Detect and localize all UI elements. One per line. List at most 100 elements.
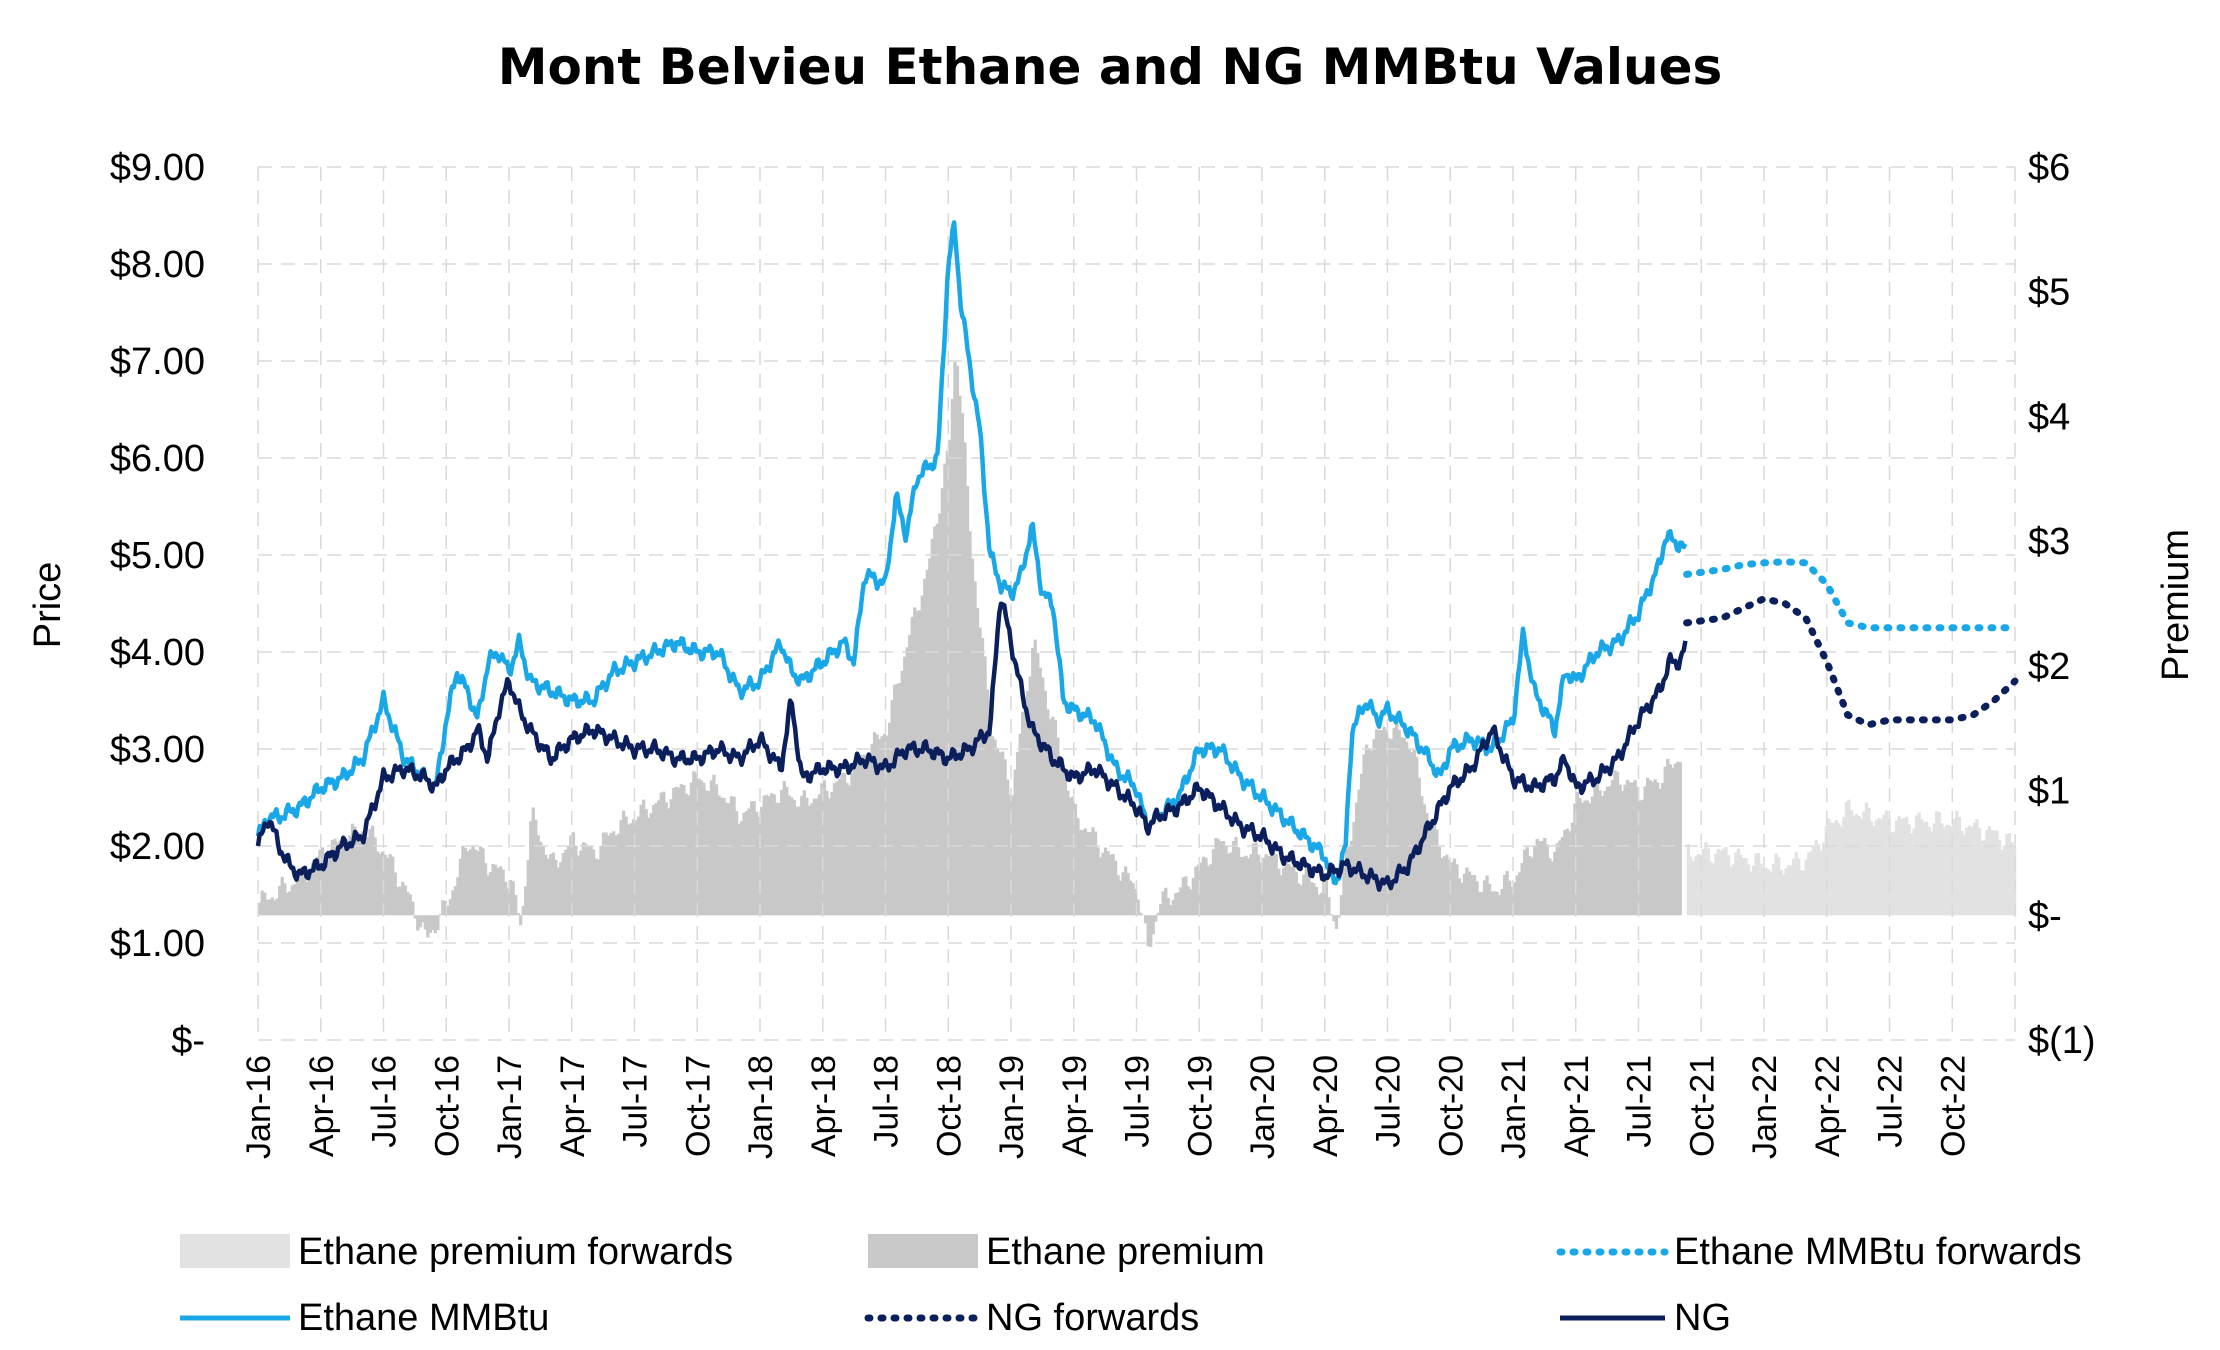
premium-bar — [1545, 844, 1549, 916]
premium-forward-bar — [1894, 820, 1899, 916]
premium-bar — [1016, 751, 1020, 916]
x-tick-label: Apr-19 — [1056, 1055, 1094, 1157]
premium-bar — [679, 784, 683, 916]
premium-bar — [1392, 727, 1396, 916]
premium-forward-bar — [1819, 850, 1823, 916]
premium-forward-bar — [1980, 840, 1984, 916]
premium-bar — [569, 835, 573, 916]
premium-bar — [1440, 858, 1444, 916]
premium-bar — [461, 845, 465, 916]
premium-bar — [1317, 894, 1321, 916]
premium-bar — [1174, 893, 1178, 916]
premium-bar — [1108, 854, 1113, 916]
premium-bar — [754, 811, 759, 916]
premium-bar — [890, 700, 894, 916]
premium-forward-bar — [1940, 823, 1944, 916]
premium-bar — [1053, 720, 1057, 916]
premium-bar — [368, 829, 372, 916]
ng-line — [255, 601, 1688, 892]
premium-bar — [1093, 831, 1098, 916]
premium-bar — [1643, 786, 1647, 916]
premium-forward-bar — [1987, 826, 1992, 916]
premium-bar — [822, 780, 827, 916]
x-tick-label: Jul-21 — [1621, 1055, 1659, 1148]
premium-bar — [702, 782, 706, 916]
premium-forward-bar — [1706, 848, 1710, 916]
premium-bar — [516, 912, 520, 916]
premium-bar — [1096, 847, 1100, 916]
premium-bar — [609, 833, 613, 916]
premium-bar — [732, 796, 736, 916]
premium-bar — [441, 900, 445, 916]
x-tick-label: Jul-17 — [617, 1055, 655, 1148]
premium-bar — [526, 860, 530, 916]
premium-bar — [310, 863, 315, 916]
y-tick-labels: $9.00 $8.00 $7.00 $6.00 $5.00 $4.00 $3.00 $2.00… — [110, 147, 205, 1062]
premium-bar — [514, 895, 518, 916]
premium-bar — [815, 798, 819, 916]
premium-bar — [960, 413, 965, 916]
premium-bar — [1139, 912, 1143, 916]
premium-bar — [729, 796, 734, 916]
premium-bar — [963, 442, 967, 916]
premium-forward-bar — [1922, 822, 1926, 916]
premium-forward-bar — [1709, 861, 1713, 916]
premium-bar — [391, 856, 395, 916]
premium-bar — [1442, 856, 1447, 916]
premium-bar — [1515, 875, 1519, 916]
premium-bar — [1033, 639, 1037, 916]
premium-bar — [724, 802, 729, 916]
premium-bar — [305, 881, 309, 916]
premium-bar — [1259, 862, 1263, 916]
premium-bar — [398, 886, 402, 916]
premium-bar — [1199, 862, 1203, 916]
premium-forward-bar — [1967, 825, 1972, 916]
premium-bar — [995, 747, 1000, 916]
premium-bar — [308, 875, 312, 916]
premium-forward-bar — [1857, 816, 1861, 916]
premium-bar — [1477, 892, 1482, 916]
premium-bar — [353, 826, 357, 916]
premium-bar — [370, 825, 375, 916]
premium-forward-bar — [2005, 833, 2009, 916]
premium-bar — [1023, 697, 1027, 916]
premium-bar — [358, 833, 362, 916]
premium-forward-bar — [1769, 871, 1773, 916]
premium-bar — [674, 786, 678, 916]
premium-bar — [270, 897, 274, 916]
premium-forward-bar — [1935, 811, 1939, 916]
premium-bar — [1086, 832, 1090, 916]
premium-bar — [1543, 838, 1547, 916]
premium-bar — [1244, 855, 1248, 916]
premium-bar — [433, 915, 438, 934]
premium-forward-bar — [1719, 850, 1723, 916]
premium-bar — [1603, 790, 1607, 916]
legend-swatch-premium — [868, 1234, 978, 1268]
premium-forward-bar — [1696, 854, 1700, 916]
premium-bar — [807, 805, 811, 916]
premium-bar — [1201, 856, 1206, 916]
premium-bar — [827, 798, 832, 916]
premium-bar — [785, 786, 789, 916]
premium-bar — [905, 647, 909, 916]
premium-bar — [1480, 892, 1484, 916]
premium-bar — [1678, 762, 1682, 916]
premium-bar — [313, 858, 317, 916]
premium-bar — [1550, 861, 1554, 916]
premium-bar — [1425, 812, 1429, 916]
premium-bar — [1211, 849, 1216, 916]
premium-bar — [1229, 852, 1233, 916]
premium-bar — [704, 790, 709, 916]
premium-bar — [734, 811, 739, 916]
premium-bar — [978, 627, 982, 916]
premium-bar — [1011, 795, 1015, 916]
y-axis-label: Price — [27, 562, 69, 649]
premium-bar — [1623, 784, 1627, 916]
premium-bar — [1149, 915, 1153, 947]
premium-bar — [1638, 800, 1642, 916]
premium-bar — [293, 884, 297, 916]
y2-tick-label: $5 — [2028, 272, 2070, 314]
premium-bar — [770, 793, 774, 916]
premium-bar — [1038, 667, 1042, 916]
premium-forward-bar — [1877, 817, 1881, 916]
